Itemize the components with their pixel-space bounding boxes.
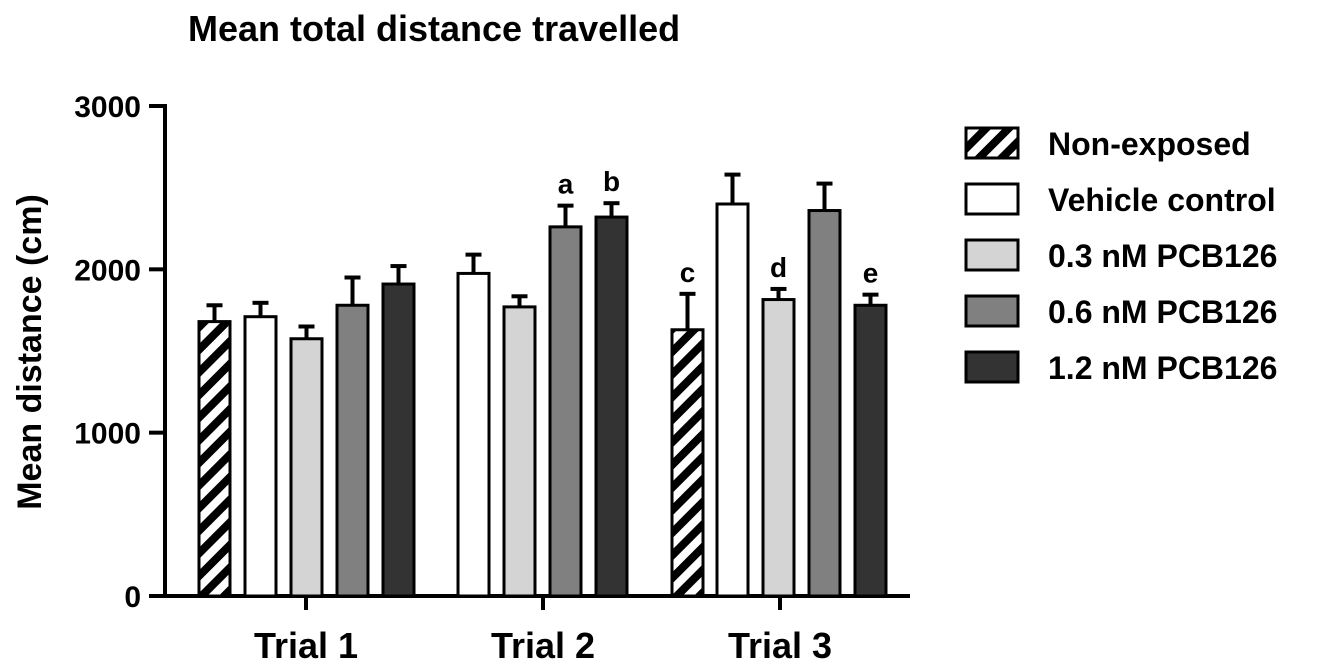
legend-label: 1.2 nM PCB126: [1048, 350, 1277, 386]
bar: [548, 225, 583, 598]
significance-label: e: [863, 258, 879, 289]
bar: [670, 328, 705, 598]
legend-label: Non-exposed: [1048, 126, 1251, 162]
bar: [502, 305, 537, 598]
significance-label: b: [603, 166, 620, 197]
y-tick-label: 3000: [74, 91, 141, 124]
y-tick-label: 2000: [74, 254, 141, 287]
bar: [807, 209, 842, 598]
legend-label: 0.6 nM PCB126: [1048, 294, 1277, 330]
legend-label: 0.3 nM PCB126: [1048, 238, 1277, 274]
bar: [289, 337, 324, 598]
y-tick-label: 0: [124, 581, 141, 614]
significance-label: d: [770, 252, 787, 283]
bar: [335, 303, 370, 598]
bar: [381, 282, 416, 598]
chart-title: Mean total distance travelled: [188, 8, 680, 49]
significance-label: c: [680, 257, 696, 288]
bar: [243, 315, 278, 598]
legend-swatch: [964, 238, 1020, 272]
bar: [715, 202, 750, 598]
legend: Non-exposed Vehicle control 0.3 nM PCB126 0…: [964, 126, 1277, 386]
x-category-label: Trial 2: [491, 625, 595, 666]
x-category-label: Trial 1: [254, 625, 358, 666]
bar: [761, 298, 796, 598]
bar: [197, 320, 232, 598]
legend-swatch: [964, 126, 1020, 160]
significance-label: a: [558, 169, 574, 200]
bar: [456, 271, 491, 598]
y-tick-label: 1000: [74, 418, 141, 451]
legend-swatch: [964, 350, 1020, 384]
y-axis-label: Mean distance (cm): [11, 194, 49, 510]
bar: [853, 303, 888, 598]
legend-swatch: [964, 182, 1020, 216]
plot-area: 0 1000 2000 3000 Trial 1 Trial 2 a b Trial 3 c d e: [74, 91, 910, 666]
legend-label: Vehicle control: [1048, 182, 1276, 218]
x-category-label: Trial 3: [728, 625, 832, 666]
legend-swatch: [964, 294, 1020, 328]
bar: [594, 215, 629, 598]
